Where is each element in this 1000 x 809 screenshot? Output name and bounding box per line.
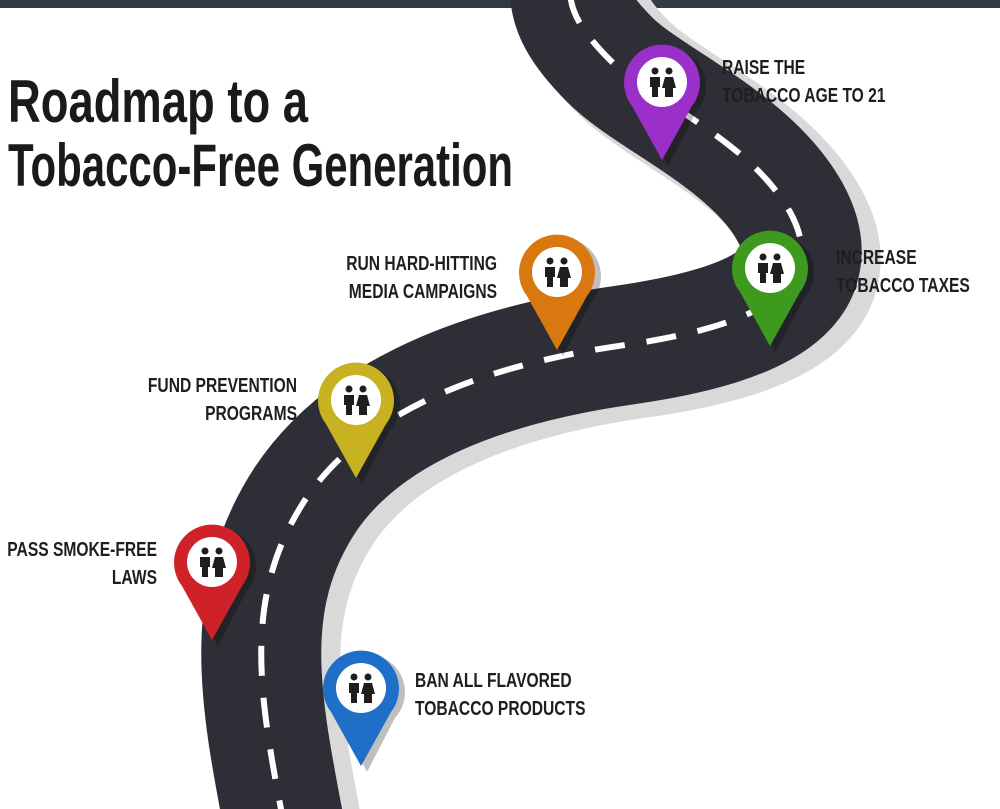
pin-inner — [532, 247, 582, 297]
icon-body — [200, 557, 210, 577]
milestone-label: RUN HARD-HITTING — [346, 253, 497, 275]
milestone: RUN HARD-HITTING MEDIA CAMPAIGNS — [346, 234, 601, 356]
icon-head — [215, 547, 223, 555]
milestone-label: TOBACCO PRODUCTS — [415, 698, 586, 720]
milestone: RAISE THE TOBACCO AGE TO 21 — [624, 44, 886, 166]
milestone: FUND PREVENTION PROGRAMS — [148, 362, 400, 484]
icon-body — [349, 683, 359, 703]
milestone: PASS SMOKE-FREE LAWS — [7, 524, 256, 646]
milestone-label: PASS SMOKE-FREE — [7, 539, 157, 561]
title-line: Roadmap to a — [8, 68, 308, 135]
milestone-label: TOBACCO TAXES — [836, 275, 970, 297]
icon-body — [662, 77, 676, 97]
icon-body — [557, 267, 571, 287]
milestone-label: INCREASE — [836, 247, 917, 269]
icon-head — [651, 67, 659, 75]
icon-head — [560, 257, 568, 265]
milestone-label: BAN ALL FLAVORED — [415, 670, 572, 692]
icon-body — [545, 267, 555, 287]
icon-head — [350, 673, 358, 681]
icon-body — [758, 263, 768, 283]
milestone: INCREASE TOBACCO TAXES — [731, 230, 970, 352]
icon-body — [361, 683, 375, 703]
title-line: Tobacco-Free Generation — [8, 132, 513, 199]
milestone: BAN ALL FLAVORED TOBACCO PRODUCTS — [323, 650, 586, 772]
icon-head — [546, 257, 554, 265]
icon-body — [356, 395, 370, 415]
milestones: RAISE THE TOBACCO AGE TO 21 INCREASE TOBACC… — [7, 44, 970, 772]
icon-head — [759, 253, 767, 261]
pin-inner — [637, 57, 687, 107]
pin-inner — [336, 663, 386, 713]
icon-body — [344, 395, 354, 415]
milestone-label: RAISE THE — [722, 57, 805, 79]
milestone-label: PROGRAMS — [205, 403, 297, 425]
icon-head — [773, 253, 781, 261]
icon-body — [212, 557, 226, 577]
top-bar — [0, 0, 1000, 8]
milestone-label: LAWS — [112, 567, 157, 589]
icon-body — [770, 263, 784, 283]
icon-head — [665, 67, 673, 75]
milestone-label: TOBACCO AGE TO 21 — [722, 85, 886, 107]
milestone-label: FUND PREVENTION — [148, 375, 297, 397]
icon-head — [345, 385, 353, 393]
icon-head — [364, 673, 372, 681]
pin-inner — [331, 375, 381, 425]
pin-inner — [745, 243, 795, 293]
icon-head — [201, 547, 209, 555]
pin-inner — [187, 537, 237, 587]
icon-body — [650, 77, 660, 97]
milestone-label: MEDIA CAMPAIGNS — [349, 281, 497, 303]
icon-head — [359, 385, 367, 393]
